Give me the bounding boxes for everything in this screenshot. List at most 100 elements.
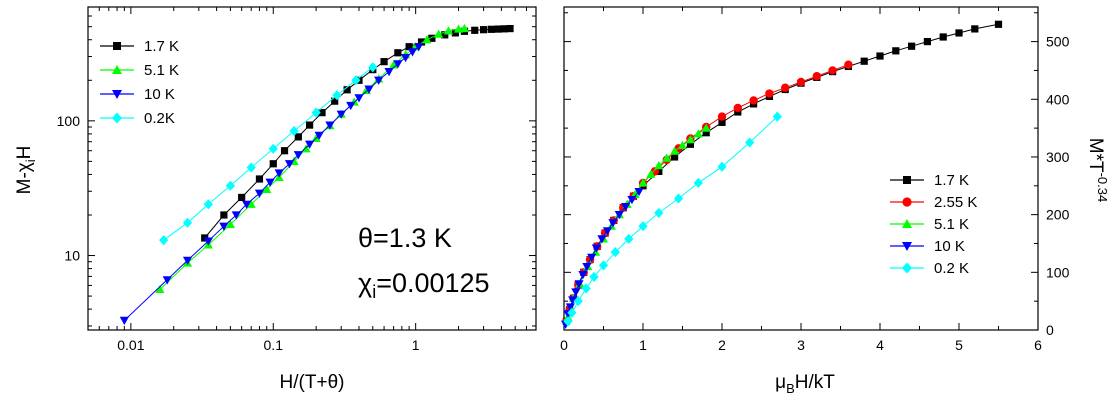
series-1.7-K (201, 24, 514, 242)
data-point (589, 271, 599, 283)
data-point (602, 227, 613, 236)
data-point (638, 221, 648, 232)
data-point (646, 169, 656, 178)
x-tick-label: 4 (876, 337, 884, 353)
data-point (368, 62, 378, 73)
data-point (581, 283, 591, 294)
data-point (336, 110, 346, 119)
legend-marker (902, 197, 912, 207)
series-0.2K (159, 62, 378, 246)
data-point (254, 189, 265, 198)
data-point (294, 133, 302, 141)
legend-marker (112, 112, 122, 124)
data-point (262, 184, 272, 193)
data-point (621, 202, 631, 212)
series-10-K (119, 43, 424, 325)
legend-entry: 10 K (890, 238, 965, 255)
data-point (717, 161, 727, 172)
data-point (844, 60, 853, 69)
data-point (591, 244, 601, 253)
data-point (627, 196, 637, 205)
data-point (417, 38, 426, 46)
data-point (812, 72, 821, 81)
data-point (401, 53, 411, 63)
series-0.2-K (563, 111, 782, 327)
data-point (574, 280, 584, 289)
data-point (638, 178, 648, 187)
data-point (693, 177, 703, 189)
left-axis-ticks: 0.01 0.1 1 10 100 (57, 6, 537, 353)
data-point (231, 211, 241, 220)
legend-entry: 5.1 K (100, 62, 179, 79)
data-point (311, 107, 321, 118)
legend-label: 10 K (144, 86, 175, 103)
legend-marker (902, 262, 912, 274)
data-point (745, 137, 755, 148)
y-tick-label: 500 (1046, 34, 1070, 50)
x-tick-label: 0.1 (264, 337, 284, 353)
data-point (162, 276, 172, 285)
data-point (582, 262, 592, 272)
series-10-K (560, 187, 644, 329)
y-tick-label: 0 (1046, 322, 1054, 338)
data-point (459, 23, 470, 33)
data-point (346, 101, 356, 111)
data-point (662, 153, 672, 162)
data-point (686, 140, 694, 148)
left-chart: 0.01 0.1 1 10 100 1.7 K 5.1 K 10 K 0.2K H/(T+θ)… (14, 6, 537, 393)
data-point (908, 42, 916, 50)
legend-entry: 1.7 K (100, 38, 179, 55)
data-point (971, 25, 979, 33)
data-point (318, 109, 326, 117)
data-point (354, 94, 364, 103)
series-line (163, 66, 374, 241)
data-point (654, 207, 664, 219)
data-point (265, 178, 275, 187)
legend-label: 1.7 K (144, 38, 179, 55)
right-series-group (560, 20, 1003, 329)
data-point (182, 217, 193, 228)
data-point (702, 129, 710, 137)
data-point (289, 125, 299, 137)
x-tick-label: 0 (560, 337, 568, 353)
x-tick-label: 5 (955, 337, 963, 353)
data-point (587, 253, 597, 262)
data-point (246, 199, 256, 208)
data-point (597, 235, 607, 244)
y-tick-label: 100 (57, 113, 81, 129)
left-x-axis-label: H/(T+θ) (280, 372, 345, 393)
legend-entry: 2.55 K (890, 194, 977, 211)
y-tick-label: 10 (64, 248, 80, 264)
data-point (332, 90, 342, 101)
data-point (434, 29, 444, 38)
data-point (717, 112, 727, 121)
data-point (892, 47, 900, 55)
data-point (351, 75, 361, 86)
legend-label: 0.2K (144, 110, 175, 127)
legend-entry: 5.1 K (890, 216, 969, 233)
series-line (567, 116, 778, 322)
data-point (500, 25, 509, 33)
data-point (203, 237, 213, 246)
data-point (563, 316, 573, 327)
data-point (343, 86, 351, 94)
data-point (428, 34, 436, 42)
legend-entry: 0.2K (100, 110, 175, 127)
data-point (671, 153, 679, 161)
data-point (159, 235, 169, 246)
data-point (828, 66, 837, 75)
right-y-axis-label: M*T-0.34 (1085, 138, 1110, 202)
legend-entry: 10 K (100, 86, 175, 103)
data-point (860, 57, 868, 65)
x-tick-label: 1 (639, 337, 647, 353)
data-point (182, 256, 193, 266)
data-point (781, 83, 790, 92)
theta-annotation: θ=1.3 K (358, 223, 452, 253)
data-point (293, 151, 303, 160)
data-point (923, 38, 931, 46)
legend-label: 1.7 K (934, 172, 969, 189)
data-point (677, 140, 688, 150)
